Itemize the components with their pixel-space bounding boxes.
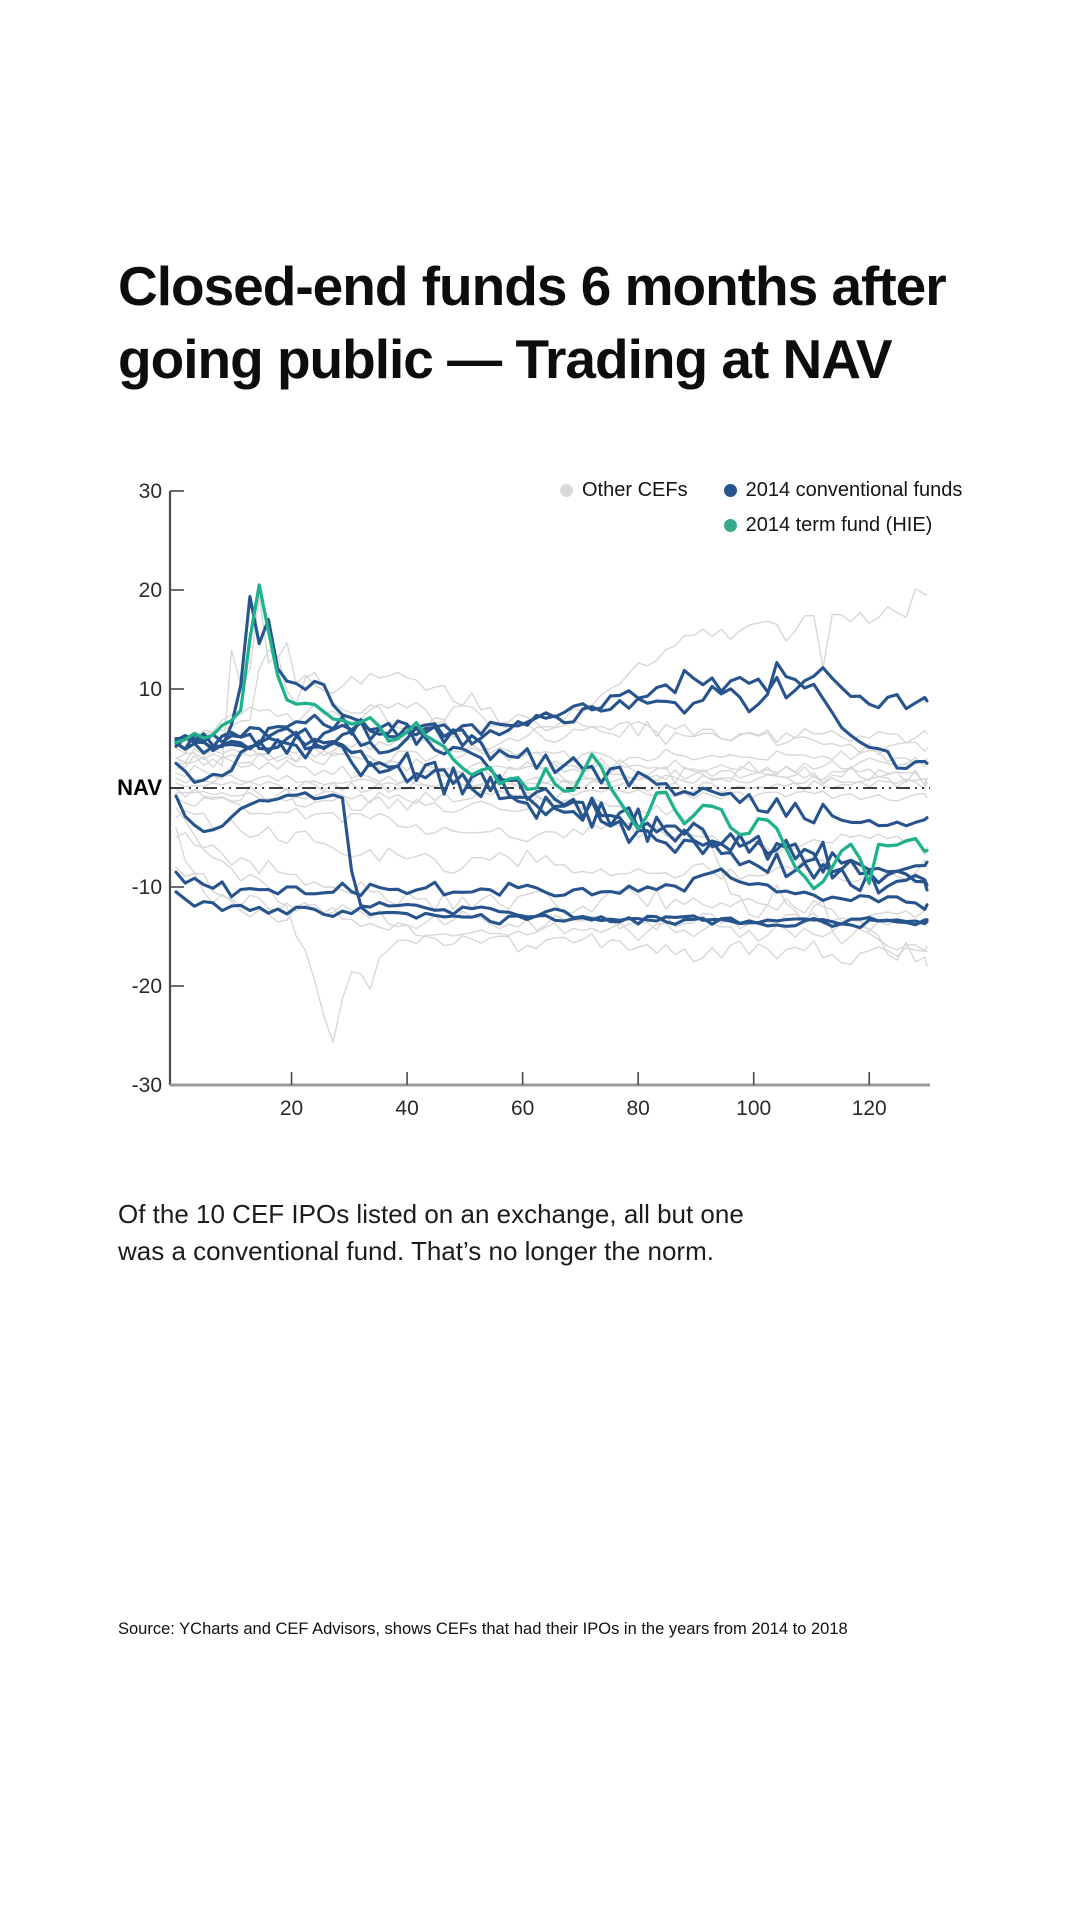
legend-item-term-fund: 2014 term fund (HIE): [723, 512, 963, 538]
series-line-other-cef-deep-dip: [175, 807, 928, 1044]
source-note: Source: YCharts and CEF Advisors, shows …: [118, 1620, 848, 1638]
series-line-conv-2014-bottom-flat: [174, 890, 929, 930]
series-line-other-cef-4: [175, 742, 928, 765]
y-tick-label--20: -20: [132, 975, 162, 998]
series-line-other-cef-2: [175, 752, 928, 776]
chart-caption-line1: Of the 10 CEF IPOs listed on an exchange…: [118, 1199, 744, 1229]
y-tick-label-10: 10: [139, 678, 162, 701]
legend-dot-conventional-funds-icon: [723, 483, 737, 497]
x-tick-label-60: 60: [511, 1097, 534, 1120]
legend-dot-other-cefs-icon: [560, 483, 573, 497]
cef-line-chart: 30 20 10 NAV -10 -20 -30 20 40 60 80 100 120: [117, 480, 930, 1120]
y-tick-label-20: 20: [139, 579, 162, 602]
legend-label-term-fund: 2014 term fund (HIE): [745, 513, 933, 536]
series-line-term-2014-hie: [174, 583, 929, 891]
chart-title-line1: Closed-end funds 6 months after: [118, 255, 947, 317]
chart-area: 30 20 10 NAV -10 -20 -30 20 40 60 80 100 120: [80, 460, 980, 1140]
x-tick-label-40: 40: [395, 1097, 418, 1120]
series-line-other-cef-low: [175, 866, 928, 966]
chart-title-line2: going public — Trading at NAV: [118, 328, 893, 390]
series-line-other-cef-upper-band: [175, 701, 928, 746]
series-line-other-cef-wander-2: [175, 831, 928, 923]
y-tick-label-NAV: NAV: [117, 775, 162, 800]
series-line-conv-2014-riser: [174, 666, 929, 745]
legend-label-conventional-funds: 2014 conventional funds: [745, 478, 963, 501]
legend-item-other-cefs: Other CEFs: [560, 477, 688, 503]
chart-caption: Of the 10 CEF IPOs listed on an exchange…: [118, 1196, 878, 1270]
series-line-other-cef-early-drop: [175, 826, 928, 933]
x-tick-label-100: 100: [736, 1097, 771, 1120]
x-tick-label-80: 80: [626, 1097, 649, 1120]
series-line-conv-2014-plateau-slide: [174, 713, 929, 828]
series-line-other-cef-6: [175, 774, 928, 788]
x-tick-label-20: 20: [280, 1097, 303, 1120]
chart-title: Closed-end funds 6 months after going pu…: [118, 250, 988, 396]
series-line-other-cef-3: [175, 778, 928, 794]
x-tick-label-120: 120: [852, 1097, 887, 1120]
y-tick-label--30: -30: [132, 1074, 162, 1097]
chart-legend: Other CEFs 2014 conventional funds 2014 …: [560, 477, 962, 538]
legend-item-conventional-funds: 2014 conventional funds: [723, 477, 963, 503]
series-line-other-cef-wander-3: [175, 796, 928, 855]
series-line-conv-2014-spike: [174, 595, 929, 895]
series-line-other-cef-wander-1: [175, 810, 928, 883]
series-line-conv-2014-low-wiggle: [174, 867, 929, 911]
chart-caption-line2: was a conventional fund. That’s no longe…: [118, 1236, 714, 1266]
series-line-conv-2014-volatile: [174, 732, 929, 892]
legend-dot-term-fund-icon: [723, 518, 737, 532]
legend-label-other-cefs: Other CEFs: [582, 478, 688, 501]
y-tick-label-30: 30: [139, 480, 162, 503]
legend-column-2014: 2014 conventional funds 2014 term fund (…: [723, 477, 963, 538]
y-tick-label--10: -10: [132, 876, 162, 899]
